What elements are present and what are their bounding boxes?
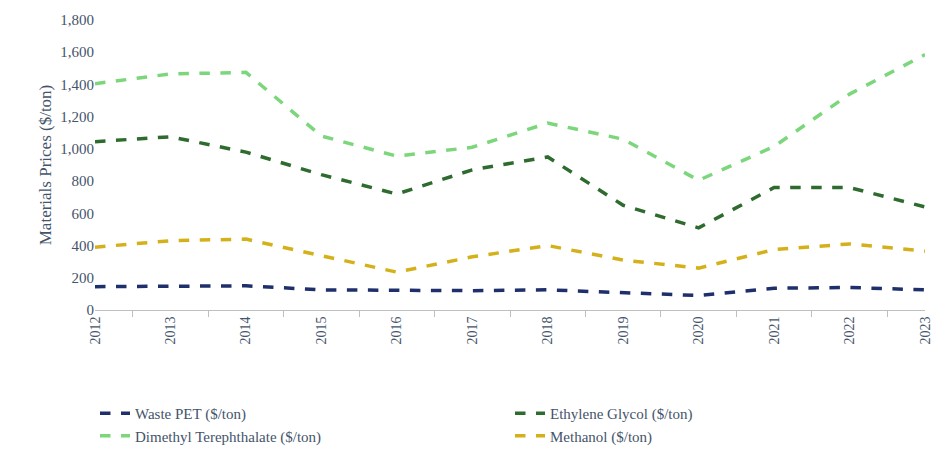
svg-text:400: 400	[72, 238, 95, 254]
svg-text:200: 200	[72, 270, 95, 286]
svg-text:2013: 2013	[163, 317, 178, 345]
svg-text:1,000: 1,000	[60, 141, 94, 157]
svg-text:2017: 2017	[465, 317, 480, 345]
svg-text:Waste PET ($/ton): Waste PET ($/ton)	[135, 406, 246, 423]
svg-text:0: 0	[87, 302, 95, 318]
svg-text:Methanol ($/ton): Methanol ($/ton)	[550, 429, 652, 446]
svg-text:2016: 2016	[389, 317, 404, 345]
svg-text:2015: 2015	[314, 317, 329, 345]
svg-text:2012: 2012	[88, 317, 103, 345]
svg-text:2014: 2014	[238, 317, 253, 345]
svg-text:Ethylene Glycol ($/ton): Ethylene Glycol ($/ton)	[550, 406, 692, 423]
svg-text:2023: 2023	[918, 317, 933, 345]
svg-text:2021: 2021	[767, 317, 782, 345]
svg-text:1,600: 1,600	[60, 44, 94, 60]
svg-text:1,400: 1,400	[60, 77, 94, 93]
svg-text:2018: 2018	[540, 317, 555, 345]
svg-text:Dimethyl Terephthalate ($/ton): Dimethyl Terephthalate ($/ton)	[135, 429, 321, 446]
svg-text:1,800: 1,800	[60, 12, 94, 28]
svg-text:Materials Prices ($/ton): Materials Prices ($/ton)	[36, 85, 55, 246]
svg-text:800: 800	[72, 173, 95, 189]
svg-text:1,200: 1,200	[60, 109, 94, 125]
svg-text:2019: 2019	[616, 317, 631, 345]
svg-text:2022: 2022	[842, 317, 857, 345]
svg-text:600: 600	[72, 206, 95, 222]
svg-text:2020: 2020	[691, 317, 706, 345]
